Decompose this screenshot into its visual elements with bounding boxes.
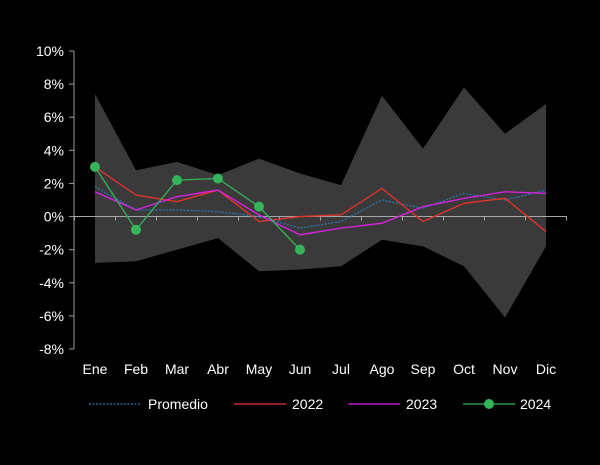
series-2023 <box>94 189 547 236</box>
data-point-2024 <box>213 173 223 184</box>
y-tick-label: -2% <box>39 242 64 258</box>
series-line-2023 <box>94 189 547 236</box>
y-tick-label: -4% <box>39 275 64 291</box>
y-tick-label: 0% <box>44 209 64 225</box>
legend-item-2023: 2023 <box>348 396 437 412</box>
legend-item-2024: 2024 <box>463 396 551 412</box>
y-tick-label: -6% <box>39 308 64 324</box>
series-2024 <box>90 161 305 255</box>
legend-label: 2023 <box>406 396 437 412</box>
x-tick-label: Mar <box>165 361 189 377</box>
data-point-2024 <box>295 244 305 255</box>
legend: Promedio 2022 2023 2024 <box>89 396 551 412</box>
axes-layer: -8% -6% -4% -2% 0% 2% 4% 6% 8% 10% Ene Feb Mar Abr May… <box>36 43 567 377</box>
x-tick-label: Oct <box>453 361 475 377</box>
x-tick-label: Ene <box>83 361 108 377</box>
x-tick-label: Ago <box>370 361 395 377</box>
x-tick-label: May <box>246 361 272 377</box>
legend-label: Promedio <box>148 396 208 412</box>
x-tick-label: Feb <box>124 361 148 377</box>
data-point-2024 <box>131 224 141 235</box>
x-tick-label: Dic <box>536 361 556 377</box>
y-tick-label: 8% <box>44 76 64 92</box>
series-promedio <box>94 186 547 229</box>
x-tick-label: Abr <box>207 361 229 377</box>
min-max-range-band <box>95 87 546 318</box>
legend-item-promedio: Promedio <box>89 396 208 412</box>
x-tick-label: Jul <box>332 361 350 377</box>
data-point-2024 <box>254 201 264 212</box>
legend-marker <box>484 399 494 409</box>
y-tick-label: 2% <box>44 175 64 191</box>
y-tick-label: 4% <box>44 142 64 158</box>
series-line-promedio <box>94 186 547 229</box>
legend-label: 2024 <box>520 396 551 412</box>
y-tick-label: 6% <box>44 109 64 125</box>
series-2022 <box>94 166 547 232</box>
legend-label: 2022 <box>292 396 323 412</box>
y-tick-label: -8% <box>39 341 64 357</box>
series-layer <box>90 161 547 255</box>
series-line-2022 <box>94 166 547 232</box>
data-point-2024 <box>172 175 182 186</box>
x-tick-label: Sep <box>411 361 436 377</box>
y-tick-label: 10% <box>36 43 64 59</box>
legend-item-2022: 2022 <box>234 396 323 412</box>
x-tick-label: Nov <box>493 361 518 377</box>
series-line-2024 <box>94 166 301 251</box>
data-point-2024 <box>90 161 100 172</box>
x-tick-label: Jun <box>289 361 312 377</box>
range-band-layer <box>95 87 546 318</box>
